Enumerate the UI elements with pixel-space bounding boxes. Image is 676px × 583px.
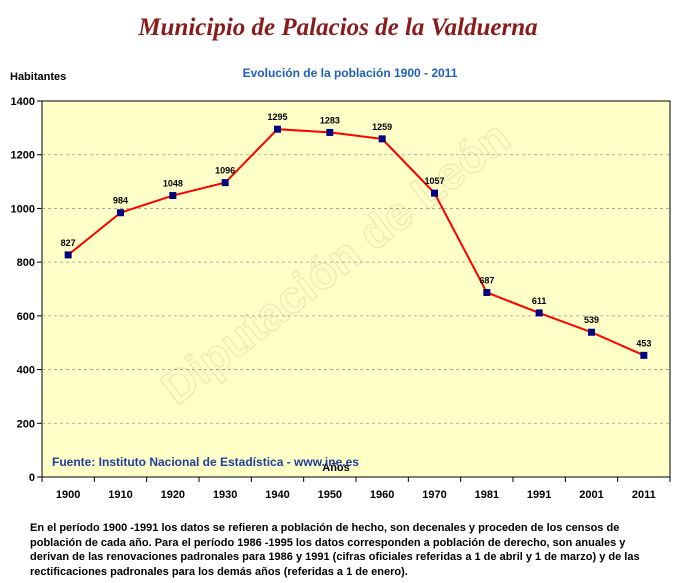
data-label: 539 [584, 315, 599, 325]
data-label: 1259 [372, 122, 392, 132]
y-tick-label: 1200 [11, 150, 35, 162]
y-tick-label: 1000 [11, 203, 35, 215]
data-point [640, 351, 648, 359]
data-point [221, 179, 229, 187]
data-label: 611 [532, 296, 547, 306]
y-tick-label: 1400 [11, 96, 35, 108]
x-tick-label: 1970 [422, 489, 446, 501]
x-tick-label: 1981 [475, 489, 499, 501]
data-point [431, 189, 438, 197]
data-point [588, 328, 595, 336]
y-tick-label: 400 [17, 365, 35, 377]
x-tick-label: 1950 [318, 489, 342, 501]
data-label: 827 [61, 238, 76, 248]
data-point [274, 125, 281, 133]
y-axis-label: Habitantes [10, 71, 66, 83]
series-line [67, 128, 645, 357]
x-tick-label: 1900 [56, 489, 80, 501]
data-point [378, 135, 386, 143]
x-tick-label: 2011 [632, 489, 656, 501]
data-label: 1295 [267, 112, 287, 122]
y-tick-label: 200 [17, 418, 35, 430]
y-tick-label: 600 [17, 311, 35, 323]
data-label: 984 [113, 196, 128, 206]
footnote: En el período 1900 -1991 los datos se re… [30, 522, 640, 578]
data-label: 453 [636, 338, 651, 348]
plot-area [41, 100, 671, 478]
y-tick-label: 0 [29, 472, 35, 484]
data-point [117, 209, 124, 217]
data-label: 1096 [215, 166, 235, 176]
data-point [169, 192, 177, 200]
x-axis-label: Años [322, 462, 350, 474]
chart-subtitle: Evolución de la población 1900 - 2011 [242, 66, 458, 80]
data-point [64, 251, 72, 259]
y-tick-label: 800 [17, 257, 35, 269]
x-tick-label: 1920 [161, 489, 185, 501]
x-tick-label: 1940 [265, 489, 289, 501]
x-tick-label: 1910 [108, 489, 132, 501]
data-point [326, 128, 334, 136]
data-label: 1048 [163, 179, 183, 189]
data-point [535, 309, 543, 317]
population-line-chart: Diputación de León0200400600800100012001… [10, 71, 671, 501]
page-title: Municipio de Palacios de la Valduerna [138, 14, 538, 41]
x-tick-label: 2001 [579, 489, 603, 501]
data-label: 1283 [320, 115, 340, 125]
data-label: 687 [479, 275, 494, 285]
x-tick-label: 1991 [527, 489, 551, 501]
x-tick-label: 1960 [370, 489, 394, 501]
data-label: 1057 [424, 176, 444, 186]
x-tick-label: 1930 [213, 489, 237, 501]
source-note: Fuente: Instituto Nacional de Estadístic… [52, 455, 359, 469]
data-point [483, 288, 491, 296]
